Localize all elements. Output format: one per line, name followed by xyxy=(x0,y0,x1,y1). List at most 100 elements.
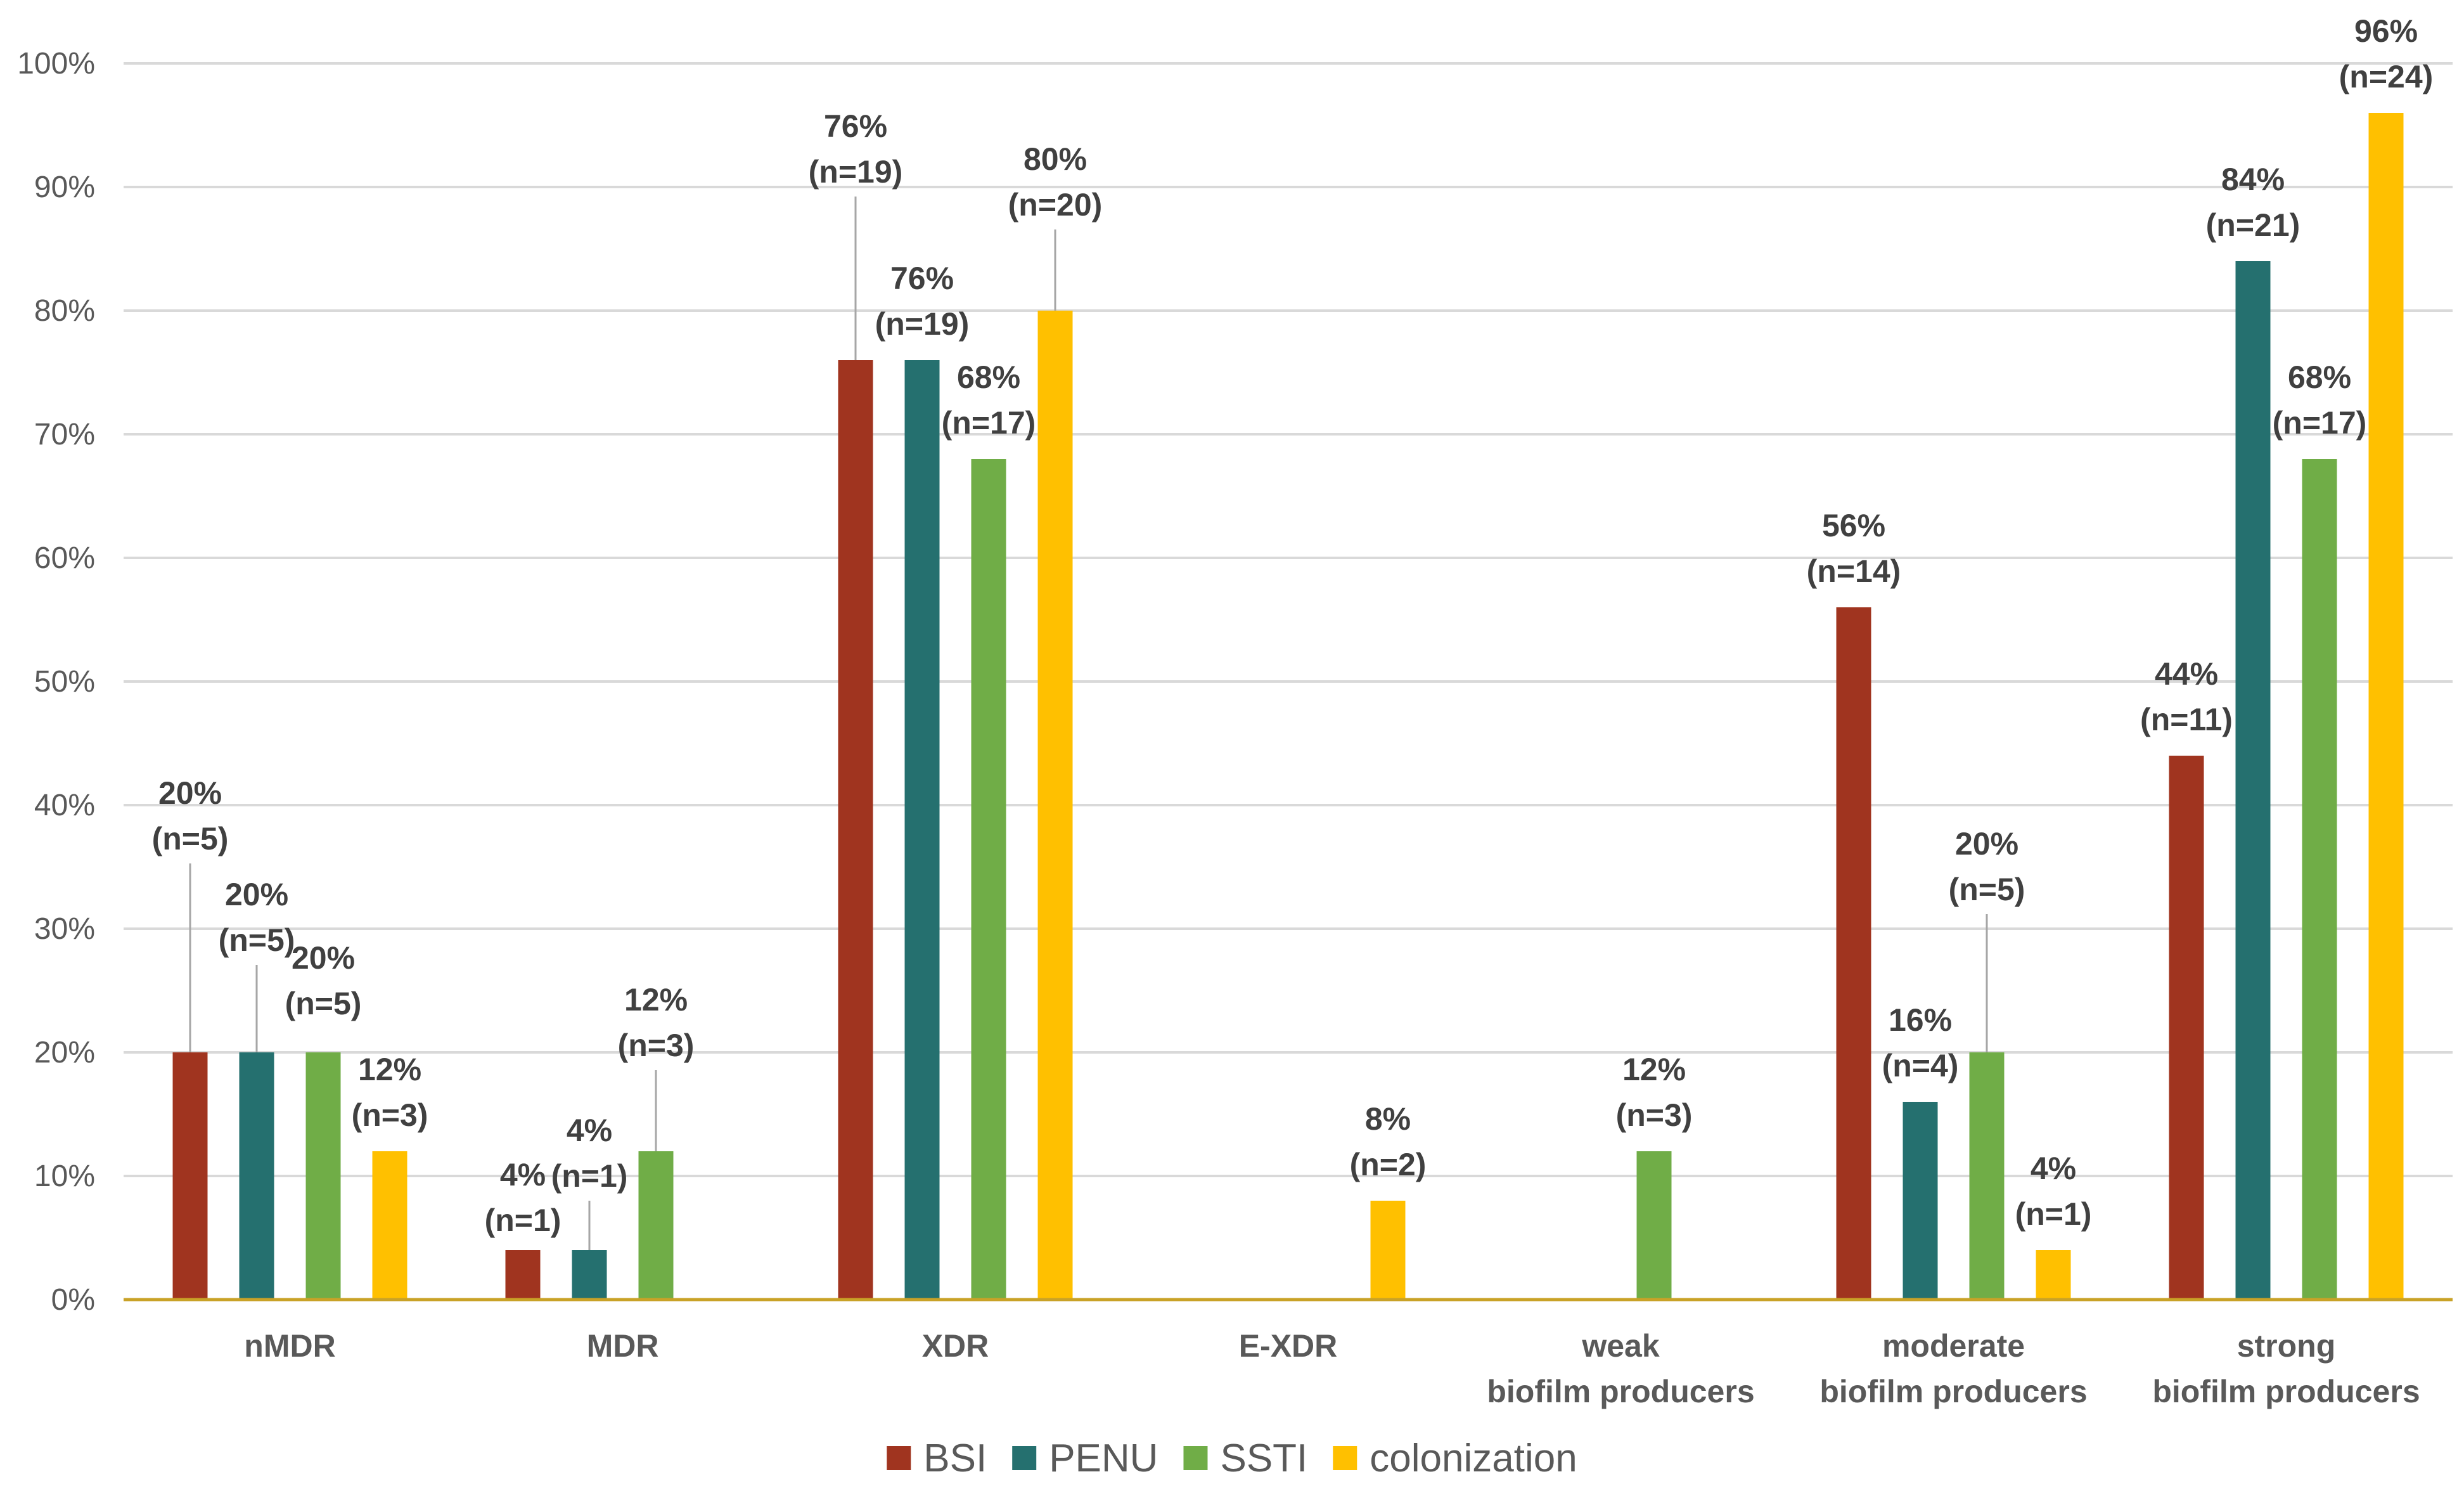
y-tick-label: 90% xyxy=(34,171,95,204)
data-label-count: (n=21) xyxy=(2206,207,2300,243)
legend: BSI PENU SSTI colonization xyxy=(887,1437,1577,1480)
data-labels: 20%(n=5)4%(n=1)76%(n=19)56%(n=14)44%(n=1… xyxy=(152,13,2434,1238)
data-label-count: (n=2) xyxy=(1350,1147,1427,1182)
bar-colonization xyxy=(2368,113,2404,1300)
bar-penu xyxy=(1903,1102,1938,1300)
legend-label: colonization xyxy=(1370,1437,1577,1480)
data-label-percent: 76% xyxy=(824,108,887,144)
data-label-percent: 4% xyxy=(2031,1151,2076,1186)
y-tick-label: 70% xyxy=(34,418,95,451)
legend-swatch-ssti xyxy=(1183,1446,1208,1470)
y-tick-label: 40% xyxy=(34,789,95,822)
bar-penu xyxy=(2235,261,2271,1300)
data-label-percent: 20% xyxy=(292,940,355,976)
data-label-count: (n=5) xyxy=(152,821,229,856)
x-category-label: nMDR xyxy=(244,1328,335,1364)
y-tick-label: 60% xyxy=(34,541,95,575)
bar-penu xyxy=(572,1250,607,1300)
bar-penu xyxy=(904,360,940,1300)
legend-swatch-penu xyxy=(1012,1446,1037,1470)
x-category-label: moderate xyxy=(1882,1328,2025,1364)
data-label-count: (n=24) xyxy=(2339,59,2434,94)
legend-swatch-bsi xyxy=(887,1446,911,1470)
data-label-percent: 4% xyxy=(567,1113,612,1148)
bar-penu xyxy=(239,1052,274,1300)
data-label-percent: 76% xyxy=(890,261,954,296)
data-label-count: (n=3) xyxy=(352,1097,428,1133)
x-category-label: biofilm producers xyxy=(2152,1374,2420,1409)
data-label-percent: 96% xyxy=(2354,13,2418,49)
data-label-count: (n=1) xyxy=(485,1203,561,1238)
data-label-count: (n=1) xyxy=(2015,1196,2092,1232)
bar-ssti xyxy=(1969,1052,2005,1300)
data-label-count: (n=17) xyxy=(2273,405,2367,441)
data-label-percent: 68% xyxy=(2288,359,2351,395)
legend-swatch-colonization xyxy=(1333,1446,1357,1470)
data-label-count: (n=19) xyxy=(875,306,970,342)
x-category-label: strong xyxy=(2237,1328,2336,1364)
legend-label: PENU xyxy=(1049,1437,1158,1480)
bar-bsi xyxy=(505,1250,541,1300)
data-label-count: (n=11) xyxy=(2140,702,2233,737)
label-leader-lines xyxy=(189,197,1988,1250)
data-label-percent: 68% xyxy=(957,359,1020,395)
data-label-count: (n=3) xyxy=(618,1028,695,1063)
data-label-count: (n=17) xyxy=(942,405,1036,441)
data-label-percent: 84% xyxy=(2221,162,2285,197)
y-tick-label: 50% xyxy=(34,665,95,699)
data-label-percent: 12% xyxy=(624,982,688,1017)
legend-label: SSTI xyxy=(1220,1437,1307,1480)
data-label-percent: 16% xyxy=(1889,1002,1952,1038)
data-label-count: (n=19) xyxy=(809,154,903,190)
data-label-percent: 4% xyxy=(500,1157,546,1192)
data-label-count: (n=3) xyxy=(1616,1097,1693,1133)
data-label-count: (n=5) xyxy=(285,986,362,1021)
bar-bsi xyxy=(2169,756,2204,1300)
y-axis-tick-labels: 0% 10% 20% 30% 40% 50% 60% 70% 80% 90% 100% xyxy=(17,47,95,1317)
x-category-label: XDR xyxy=(922,1328,989,1364)
bar-ssti xyxy=(305,1052,341,1300)
x-category-label: MDR xyxy=(587,1328,659,1364)
bar-bsi xyxy=(1836,607,1871,1300)
y-tick-label: 80% xyxy=(34,294,95,328)
bar-colonization xyxy=(2036,1250,2071,1300)
data-label-percent: 80% xyxy=(1023,141,1087,177)
data-label-percent: 56% xyxy=(1822,508,1885,543)
data-label-percent: 12% xyxy=(1622,1052,1686,1087)
x-category-label: weak xyxy=(1581,1328,1660,1364)
y-tick-label: 10% xyxy=(34,1159,95,1193)
data-label-count: (n=20) xyxy=(1008,187,1103,223)
data-label-count: (n=5) xyxy=(219,922,295,958)
x-category-label: E-XDR xyxy=(1239,1328,1338,1364)
bar-colonization xyxy=(1370,1201,1406,1300)
bar-ssti xyxy=(2302,459,2337,1300)
data-label-percent: 20% xyxy=(1955,826,2018,862)
x-category-label: biofilm producers xyxy=(1819,1374,2087,1409)
data-label-percent: 20% xyxy=(158,775,222,811)
bars xyxy=(172,113,2404,1300)
data-label-percent: 44% xyxy=(2155,656,2218,692)
data-label-count: (n=5) xyxy=(1949,872,2025,907)
bar-ssti xyxy=(1636,1151,1672,1300)
gridlines xyxy=(124,62,2453,1177)
bar-bsi xyxy=(838,360,873,1300)
y-tick-label: 0% xyxy=(51,1283,95,1317)
y-tick-label: 100% xyxy=(17,47,95,81)
bar-colonization xyxy=(372,1151,407,1300)
bar-colonization xyxy=(1037,311,1073,1300)
y-tick-label: 30% xyxy=(34,912,95,946)
bar-bsi xyxy=(172,1052,208,1300)
legend-label: BSI xyxy=(923,1437,987,1480)
data-label-percent: 20% xyxy=(225,877,288,912)
data-label-count: (n=1) xyxy=(551,1158,628,1194)
x-axis-category-labels: nMDR MDR XDR E-XDR weak biofilm producers mode… xyxy=(244,1328,2420,1409)
data-label-count: (n=4) xyxy=(1882,1048,1959,1083)
data-label-count: (n=14) xyxy=(1807,553,1901,589)
data-label-percent: 12% xyxy=(358,1052,421,1087)
data-label-percent: 8% xyxy=(1365,1101,1411,1137)
bar-ssti xyxy=(971,459,1006,1300)
x-category-label: biofilm producers xyxy=(1487,1374,1754,1409)
bar-ssti xyxy=(638,1151,674,1300)
y-tick-label: 20% xyxy=(34,1036,95,1069)
